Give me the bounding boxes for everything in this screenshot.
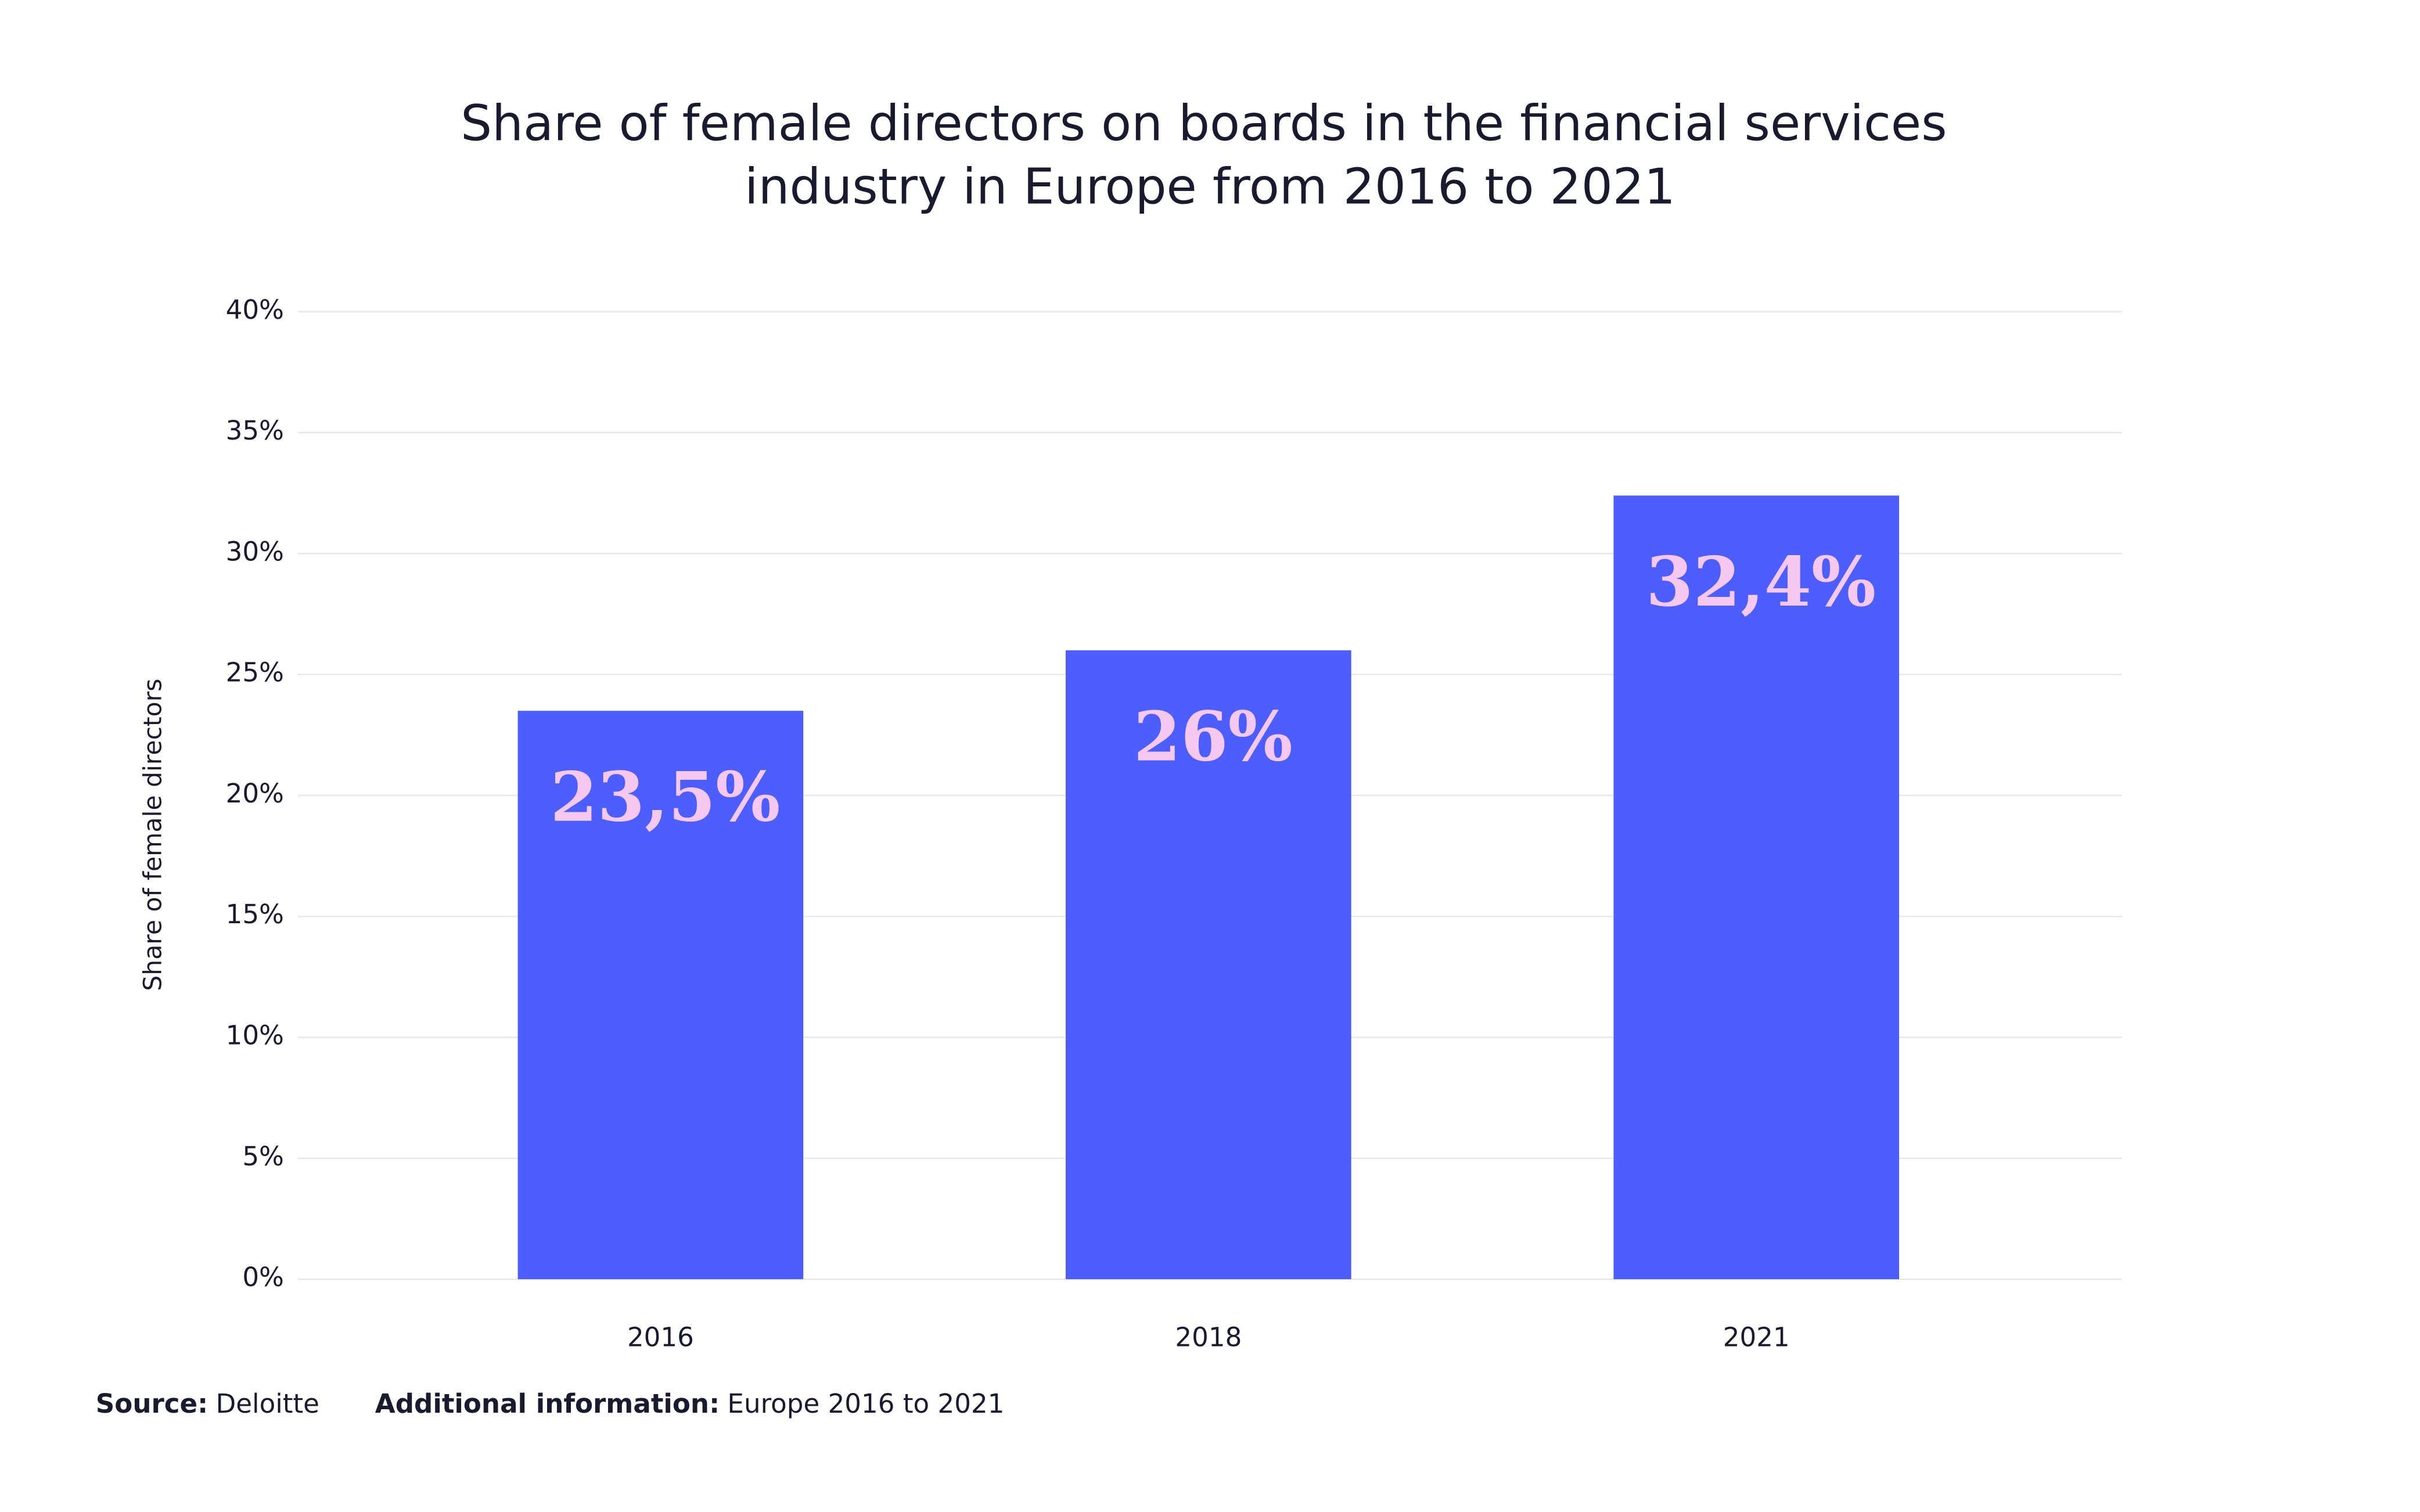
x-tick-label: 2016 [627, 1322, 694, 1353]
y-axis-label: Share of female directors [139, 679, 167, 991]
x-tick-label: 2021 [1723, 1322, 1790, 1353]
y-tick-label: 30% [226, 536, 284, 567]
chart-title: industry in Europe from 2016 to 2021 [745, 158, 1675, 215]
source: Deloitte [215, 1388, 319, 1419]
y-tick-label: 25% [226, 657, 284, 688]
value-label: 23,5% [550, 757, 780, 837]
bar [1613, 495, 1900, 1280]
y-tick-label: 10% [226, 1020, 284, 1051]
y-tick-label: 35% [226, 415, 284, 446]
x-tick-label: 2018 [1175, 1322, 1242, 1353]
additional-label: Additional information: [375, 1388, 720, 1419]
y-tick-label: 15% [226, 899, 284, 930]
value-label: 32,4% [1646, 542, 1876, 622]
additional: Europe 2016 to 2021 [727, 1388, 1004, 1419]
footnote: Source: Deloitte [96, 1388, 319, 1419]
footnote: Additional information: Europe 2016 to 20… [375, 1388, 1005, 1419]
y-tick-label: 5% [242, 1141, 284, 1172]
y-tick-label: 0% [242, 1262, 284, 1293]
bar [1066, 650, 1351, 1280]
source-label: Source: [96, 1388, 208, 1419]
chart-title: Share of female directors on boards in t… [461, 95, 1947, 152]
value-label: 26% [1134, 696, 1293, 776]
bar [517, 711, 804, 1280]
y-tick-label: 20% [226, 778, 284, 809]
y-tick-label: 40% [226, 294, 284, 325]
